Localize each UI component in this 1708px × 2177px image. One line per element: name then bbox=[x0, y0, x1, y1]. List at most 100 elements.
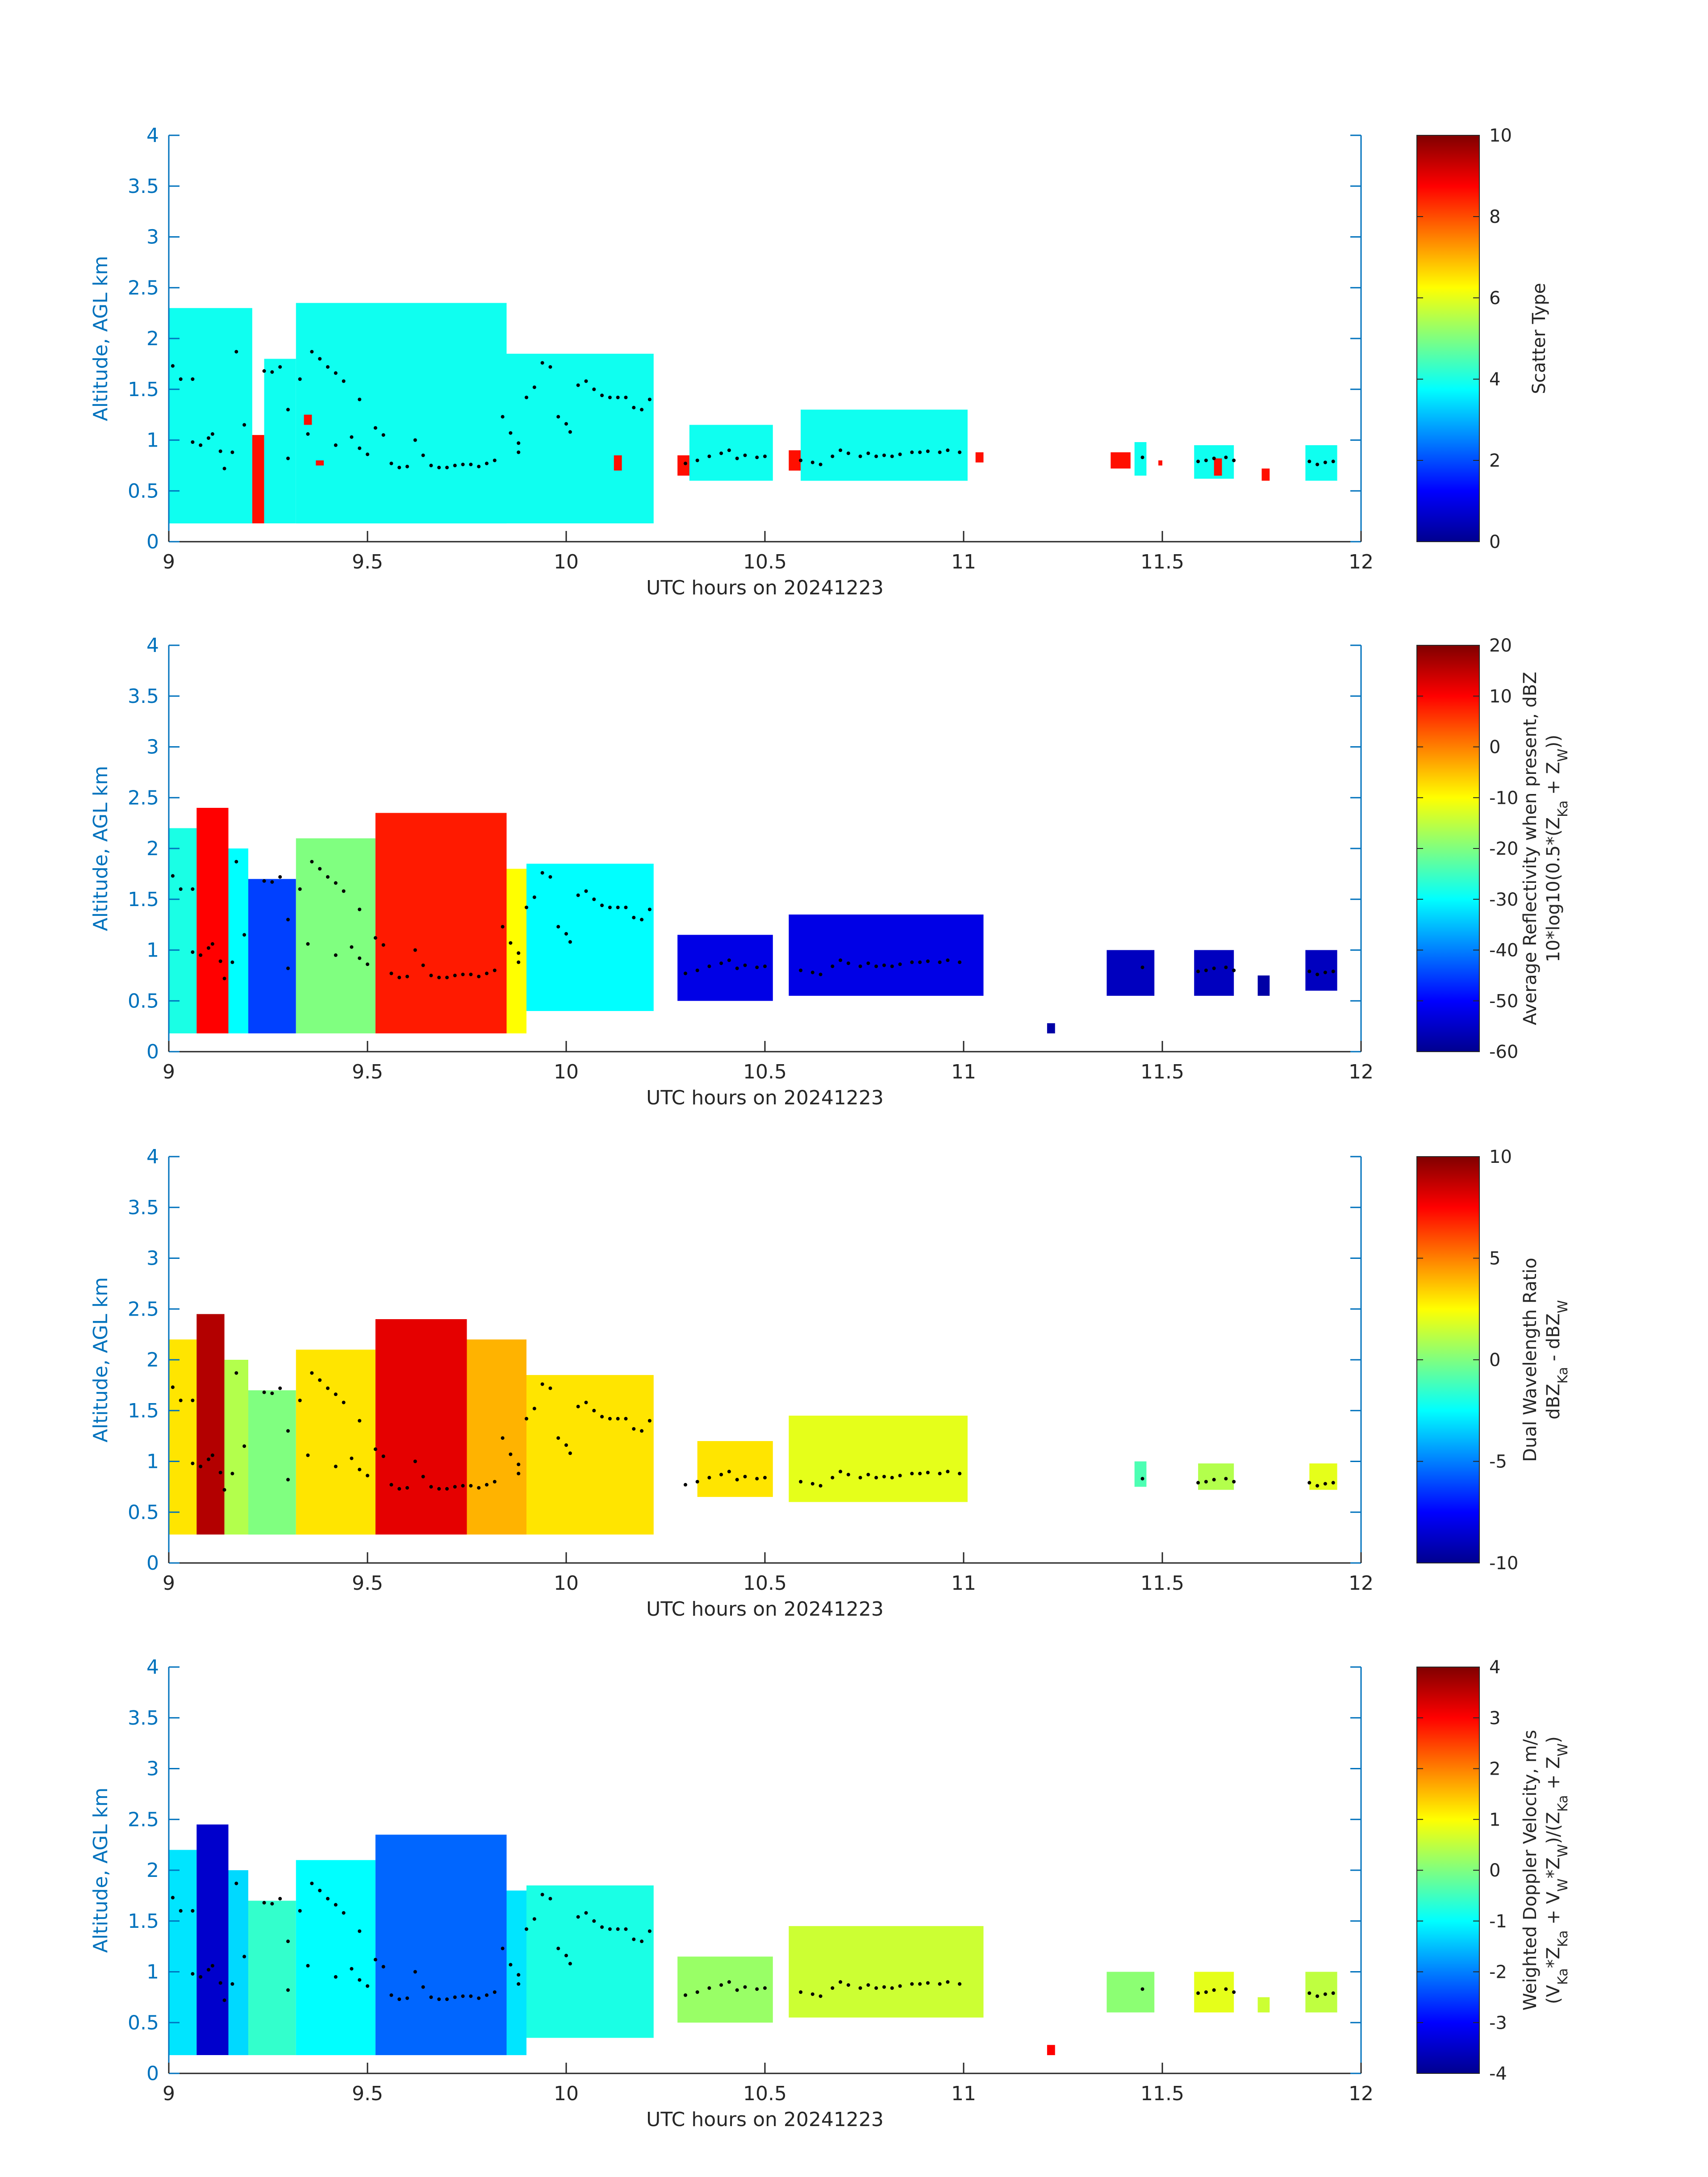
overlay-dot bbox=[493, 1480, 497, 1483]
x-tick-label: 9.5 bbox=[352, 551, 383, 573]
heatmap-cell bbox=[1257, 1997, 1270, 2013]
overlay-dot bbox=[616, 906, 620, 909]
x-tick-label: 10.5 bbox=[743, 2082, 787, 2105]
overlay-dot bbox=[469, 973, 473, 977]
overlay-dot bbox=[926, 1471, 930, 1475]
colorbar-gradient bbox=[1416, 135, 1480, 542]
overlay-dot bbox=[179, 887, 183, 891]
overlay-dot bbox=[421, 1475, 425, 1479]
overlay-dot bbox=[306, 432, 310, 436]
overlay-dot bbox=[743, 1475, 747, 1479]
x-tick-label: 9 bbox=[163, 1061, 175, 1083]
overlay-dot bbox=[1212, 966, 1216, 970]
heatmap-cell bbox=[296, 303, 507, 524]
overlay-dot bbox=[882, 963, 886, 967]
colorbar-tick-label: 20 bbox=[1489, 635, 1512, 656]
overlay-dot bbox=[719, 961, 723, 965]
colorbar-tick-label: 8 bbox=[1489, 207, 1500, 227]
y-tick-label: 2.5 bbox=[128, 1298, 159, 1320]
overlay-dot bbox=[755, 965, 759, 969]
overlay-dot bbox=[191, 440, 195, 444]
heatmap-cell bbox=[375, 813, 507, 1034]
overlay-dot bbox=[485, 1993, 489, 1997]
x-tick-label: 9.5 bbox=[352, 2082, 383, 2105]
overlay-dot bbox=[600, 393, 604, 397]
y-tick-label: 0 bbox=[146, 2062, 159, 2085]
overlay-dot bbox=[350, 435, 354, 439]
overlay-dot bbox=[926, 1981, 930, 1985]
overlay-dot bbox=[334, 443, 338, 447]
overlay-dot bbox=[548, 1897, 552, 1901]
heatmap-cell bbox=[526, 864, 654, 1011]
overlay-dots bbox=[171, 1881, 1335, 2002]
x-tick-label: 9 bbox=[163, 551, 175, 573]
overlay-dot bbox=[429, 1485, 433, 1489]
overlay-dot bbox=[381, 433, 385, 437]
overlay-dot bbox=[1224, 1477, 1228, 1481]
overlay-dot bbox=[366, 452, 369, 456]
overlay-dot bbox=[556, 1947, 560, 1951]
overlay-dot bbox=[191, 950, 195, 954]
colorbar: -4 -3 -2 -1 0 1 2 3 4 Weighted Doppler Velocity, … bbox=[1416, 1657, 1571, 2084]
overlay-dot bbox=[938, 1982, 942, 1986]
overlay-dot bbox=[453, 974, 457, 978]
overlay-dot bbox=[1323, 1482, 1327, 1486]
colorbar-label: (VKa*ZKa + VW*ZW)/(ZKa + ZW) bbox=[1543, 1736, 1571, 2004]
overlay-dot bbox=[517, 1462, 521, 1467]
overlay-dot bbox=[874, 1475, 878, 1479]
overlay-dot bbox=[477, 464, 481, 468]
overlay-dot bbox=[1315, 1994, 1320, 1998]
overlay-dot bbox=[350, 945, 354, 949]
heatmap-cell bbox=[975, 452, 984, 463]
overlay-dot bbox=[278, 365, 282, 369]
overlay-dot bbox=[210, 1964, 214, 1968]
y-tick-label: 0.5 bbox=[128, 480, 159, 502]
overlay-dot bbox=[413, 948, 417, 952]
overlay-dot bbox=[310, 1881, 314, 1885]
heatmap-cell bbox=[1194, 950, 1234, 996]
overlay-dot bbox=[839, 958, 843, 962]
colorbar-tick-label: 10 bbox=[1489, 686, 1512, 707]
overlay-dot bbox=[910, 960, 914, 964]
overlay-dot bbox=[191, 1972, 195, 1976]
overlay-dot bbox=[230, 1471, 234, 1475]
overlay-dot bbox=[234, 1371, 238, 1375]
overlay-dot bbox=[210, 1453, 214, 1457]
overlay-dot bbox=[326, 875, 330, 879]
y-tick-label: 0 bbox=[146, 531, 159, 553]
overlay-dot bbox=[898, 1984, 902, 1988]
colorbar-tick-label: -30 bbox=[1489, 890, 1518, 910]
y-tick-label: 1 bbox=[146, 939, 159, 962]
colorbar-gradient bbox=[1416, 1667, 1480, 2074]
overlay-dot bbox=[509, 1452, 513, 1456]
heatmap-cell bbox=[697, 1441, 773, 1497]
overlay-dot bbox=[695, 1990, 699, 1994]
overlay-dot bbox=[278, 875, 282, 879]
overlay-dot bbox=[1224, 455, 1228, 460]
overlay-dot bbox=[866, 1473, 870, 1477]
overlay-dot bbox=[191, 887, 195, 891]
y-axis-title: Altitude, AGL km bbox=[89, 256, 112, 421]
overlay-dot bbox=[207, 1968, 210, 1972]
overlay-dot bbox=[310, 860, 314, 864]
overlay-dot bbox=[381, 1965, 385, 1969]
overlay-dot bbox=[799, 969, 803, 972]
overlay-dot bbox=[564, 422, 568, 426]
overlay-dot bbox=[958, 1471, 962, 1475]
y-tick-label: 0.5 bbox=[128, 990, 159, 1012]
overlay-dot bbox=[218, 449, 222, 453]
overlay-dot bbox=[358, 1467, 362, 1471]
heatmap-cell bbox=[1257, 975, 1270, 996]
overlay-dot bbox=[461, 1484, 465, 1488]
overlay-dot bbox=[222, 977, 226, 981]
heatmap-cell bbox=[506, 1890, 526, 2056]
overlay-dot bbox=[373, 1958, 377, 1962]
y-tick-label: 3 bbox=[146, 1247, 159, 1270]
overlay-dot bbox=[191, 1399, 195, 1402]
overlay-dot bbox=[1315, 1484, 1320, 1488]
overlay-dot bbox=[918, 1982, 922, 1986]
overlay-dot bbox=[532, 1917, 536, 1921]
